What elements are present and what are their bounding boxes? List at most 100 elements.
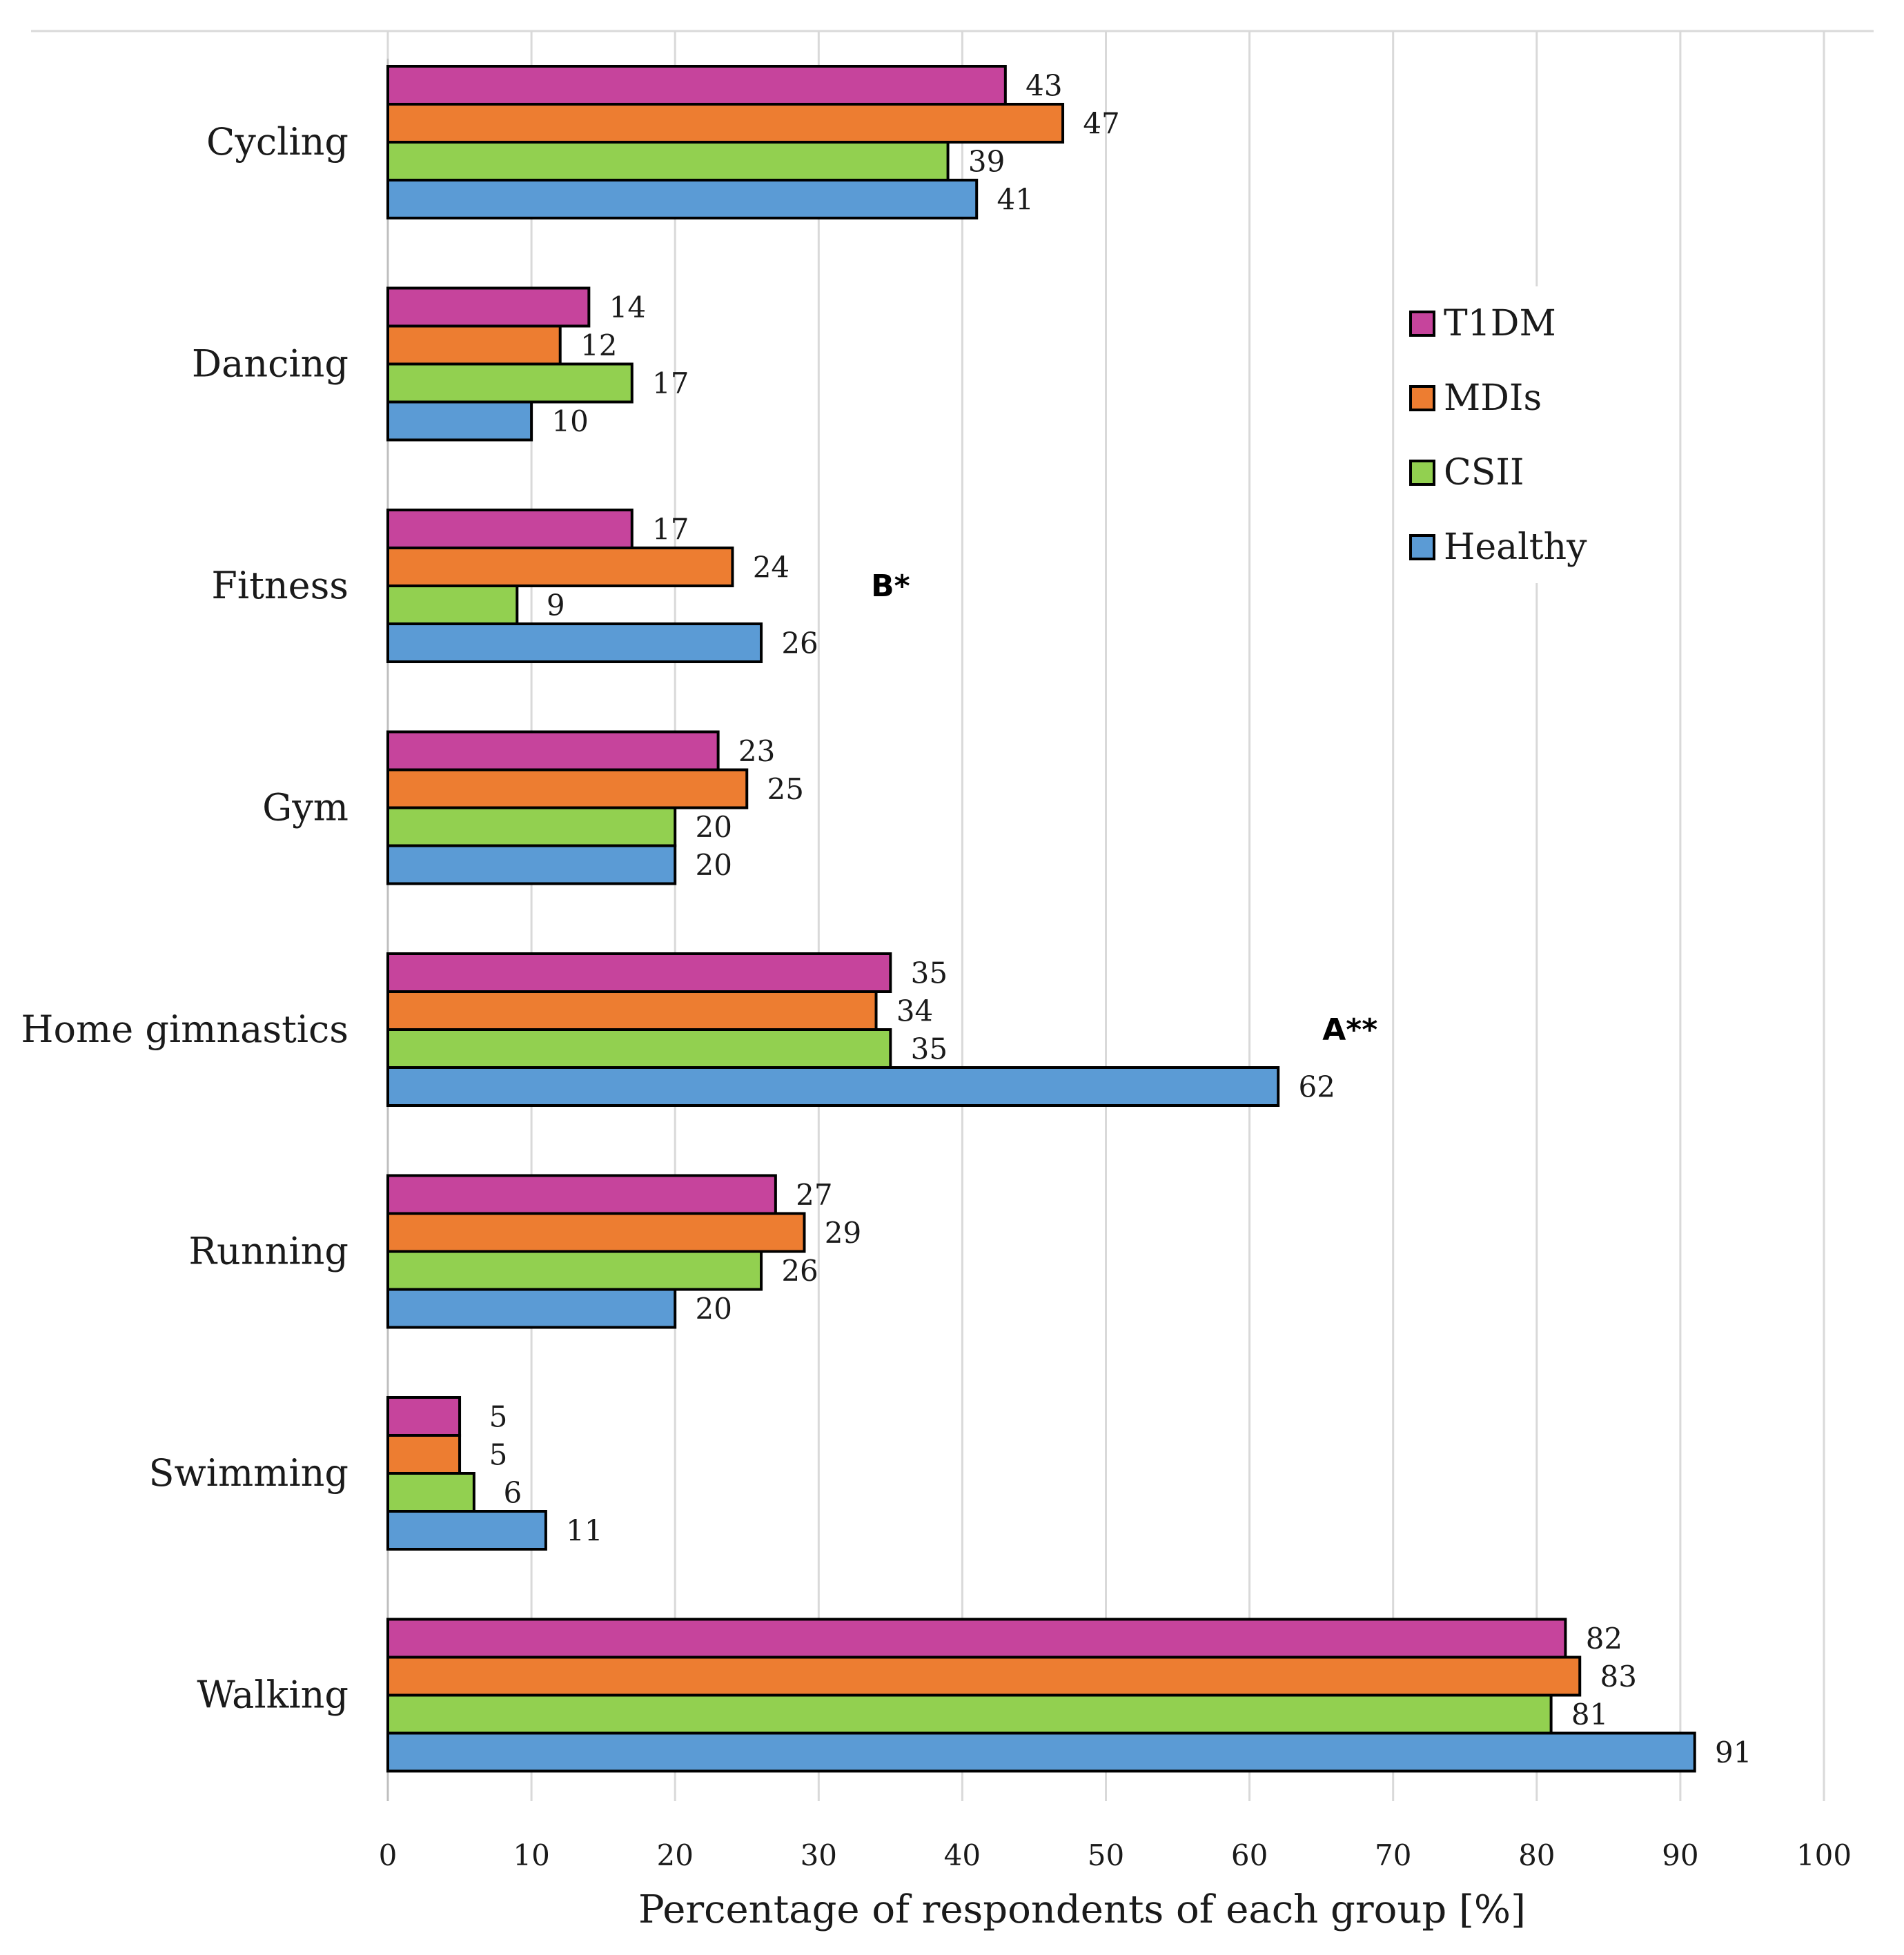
bar-home-gimnastics-t1dm (386, 952, 892, 993)
x-tick-0: 0 (379, 1838, 398, 1872)
x-tick-labels: 0 10 20 30 40 50 60 70 80 90 100 (379, 1838, 1852, 1872)
legend: T1DM MDIs CSII Healthy (1395, 286, 1587, 583)
value-label-home-gimnastics-t1dm: 35 (911, 956, 948, 990)
value-label-gym-healthy: 20 (695, 848, 732, 882)
bar-home-gimnastics-healthy (386, 1066, 1280, 1107)
bar-dancing-t1dm (386, 286, 591, 328)
legend-label-t1dm: T1DM (1444, 303, 1556, 344)
bar-fitness-healthy (386, 622, 763, 663)
value-label-swimming-mdis: 5 (489, 1438, 508, 1472)
legend-label-mdis: MDIs (1444, 377, 1542, 419)
value-label-fitness-csii: 9 (547, 589, 565, 622)
bar-swimming-mdis (386, 1434, 462, 1475)
gridlines (386, 31, 1825, 1801)
x-tick-30: 30 (801, 1838, 837, 1872)
bar-running-t1dm (386, 1174, 777, 1215)
bar-gym-t1dm (386, 730, 720, 772)
bar-gym-csii (386, 806, 677, 847)
x-tick-100: 100 (1796, 1838, 1852, 1872)
bar-gym-mdis (386, 768, 749, 809)
value-label-dancing-mdis: 12 (580, 328, 617, 362)
category-label-gym: Gym (262, 786, 349, 829)
bar-swimming-t1dm (386, 1396, 462, 1437)
bar-gym-healthy (386, 844, 677, 885)
legend-label-healthy: Healthy (1444, 527, 1587, 568)
value-label-dancing-csii: 17 (652, 366, 689, 400)
bar-running-mdis (386, 1212, 806, 1253)
category-label-home-gimnastics: Home gimnastics (21, 1008, 349, 1051)
value-label-cycling-t1dm: 43 (1025, 69, 1062, 103)
x-tick-70: 70 (1375, 1838, 1411, 1872)
x-tick-20: 20 (656, 1838, 693, 1872)
legend-label-csii: CSII (1444, 452, 1524, 493)
value-label-fitness-t1dm: 17 (652, 513, 689, 547)
value-label-home-gimnastics-healthy: 62 (1298, 1070, 1335, 1104)
category-label-fitness: Fitness (211, 564, 349, 607)
bar-cycling-t1dm (386, 65, 1007, 106)
bar-walking-healthy (386, 1731, 1696, 1773)
x-axis-title: Percentage of respondents of each group … (638, 1887, 1526, 1932)
value-label-home-gimnastics-csii: 35 (911, 1032, 948, 1066)
value-label-cycling-healthy: 41 (997, 183, 1033, 217)
value-label-running-mdis: 29 (825, 1216, 861, 1250)
x-tick-50: 50 (1088, 1838, 1124, 1872)
bar-fitness-t1dm (386, 509, 634, 549)
annotation-fitness: B* (871, 569, 910, 604)
bar-cycling-mdis (386, 103, 1065, 144)
value-label-fitness-healthy: 26 (781, 627, 818, 660)
legend-swatch-t1dm (1409, 311, 1435, 337)
legend-swatch-csii (1409, 460, 1435, 486)
bar-running-csii (386, 1250, 763, 1291)
bar-dancing-csii (386, 362, 634, 404)
category-labels: Cycling Dancing Fitness Gym Home gimnastics R… (21, 120, 349, 1717)
bar-walking-mdis (386, 1656, 1582, 1697)
bar-fitness-mdis (386, 547, 734, 587)
category-label-running: Running (188, 1230, 349, 1273)
value-label-running-t1dm: 27 (796, 1178, 832, 1212)
value-label-walking-t1dm: 82 (1586, 1622, 1622, 1656)
x-tick-60: 60 (1231, 1838, 1268, 1872)
bar-dancing-mdis (386, 324, 562, 366)
value-label-swimming-csii: 6 (503, 1476, 522, 1510)
value-label-gym-mdis: 25 (767, 772, 804, 806)
value-label-fitness-mdis: 24 (753, 551, 789, 584)
value-label-swimming-t1dm: 5 (489, 1400, 508, 1434)
x-tick-40: 40 (944, 1838, 981, 1872)
category-label-cycling: Cycling (206, 120, 349, 164)
category-label-walking: Walking (197, 1673, 349, 1717)
bar-walking-csii (386, 1693, 1553, 1735)
value-label-gym-csii: 20 (695, 810, 732, 844)
value-label-running-csii: 26 (781, 1254, 818, 1288)
x-tick-80: 80 (1518, 1838, 1555, 1872)
value-label-running-healthy: 20 (695, 1292, 732, 1326)
value-label-walking-healthy: 91 (1715, 1736, 1751, 1769)
value-label-dancing-t1dm: 14 (609, 291, 646, 324)
value-labels: 43 47 39 41 14 12 17 10 17 24 9 26 23 25 20 20 35 34 35 62 2… (489, 69, 1752, 1770)
bar-cycling-healthy (386, 179, 979, 219)
value-label-cycling-mdis: 47 (1083, 107, 1119, 141)
value-label-walking-mdis: 83 (1600, 1660, 1637, 1693)
value-label-cycling-csii: 39 (968, 145, 1005, 179)
value-label-walking-csii: 81 (1571, 1698, 1608, 1731)
bar-cycling-csii (386, 141, 950, 181)
annotations: B* A** (871, 569, 1377, 1048)
bar-home-gimnastics-csii (386, 1028, 892, 1069)
x-tick-10: 10 (513, 1838, 549, 1872)
bar-swimming-csii (386, 1472, 475, 1513)
category-label-dancing: Dancing (192, 342, 349, 386)
bars (386, 65, 1696, 1773)
x-tick-90: 90 (1662, 1838, 1698, 1872)
category-label-swimming: Swimming (148, 1451, 349, 1495)
value-label-home-gimnastics-mdis: 34 (896, 994, 933, 1028)
bar-home-gimnastics-mdis (386, 990, 878, 1031)
bar-swimming-healthy (386, 1510, 547, 1551)
bar-walking-t1dm (386, 1618, 1567, 1659)
bar-running-healthy (386, 1288, 677, 1329)
bar-fitness-csii (386, 584, 519, 625)
bar-dancing-healthy (386, 400, 533, 442)
legend-swatch-healthy (1409, 534, 1435, 560)
value-label-swimming-healthy: 11 (566, 1514, 602, 1548)
legend-swatch-mdis (1409, 385, 1435, 411)
annotation-home-gimnastics: A** (1322, 1012, 1377, 1048)
